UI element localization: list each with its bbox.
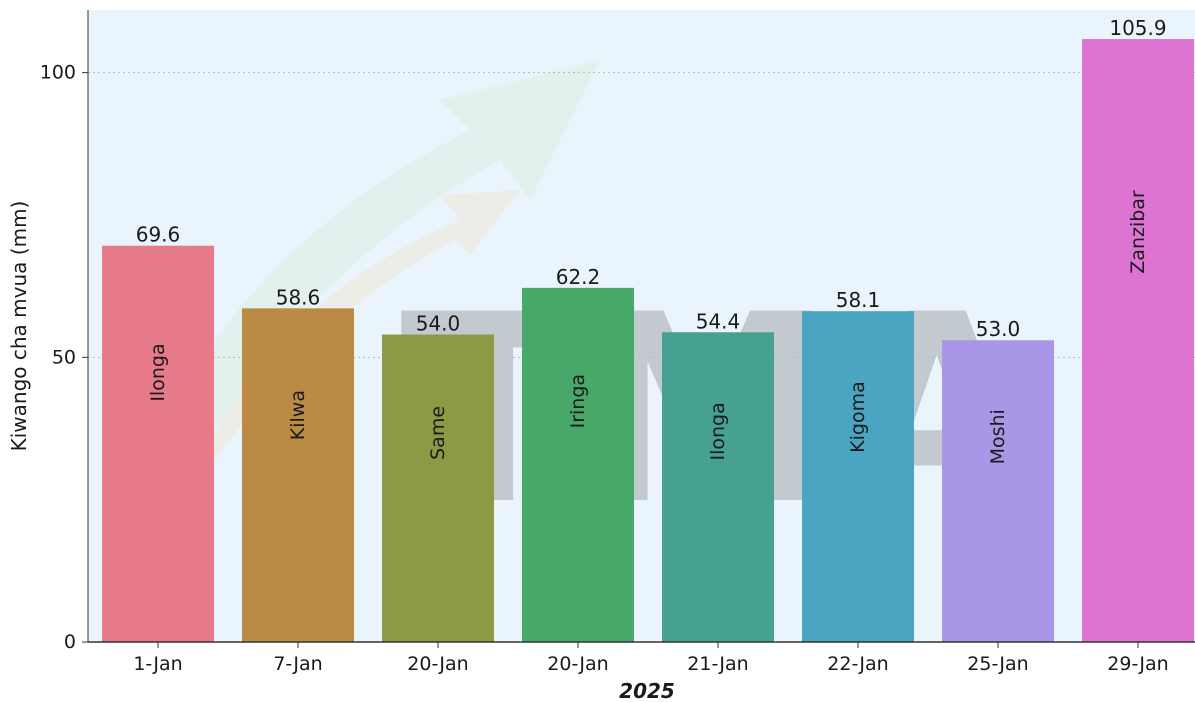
bar-station-label: Kilwa bbox=[287, 390, 309, 440]
bar bbox=[522, 287, 634, 642]
data-label: 105.9 bbox=[1109, 16, 1166, 40]
y-tick-label: 0 bbox=[64, 631, 76, 653]
data-label: 69.6 bbox=[136, 223, 181, 247]
bar-station-label: Zanzibar bbox=[1127, 190, 1149, 274]
y-tick-label: 50 bbox=[52, 346, 76, 368]
axes: 0 50 100 1-Jan 7-Jan 20-Jan 20-Jan 21-Jan 22-Jan… bbox=[40, 10, 1195, 675]
bar-station-label: Ilonga bbox=[147, 343, 169, 401]
data-label: 53.0 bbox=[976, 317, 1021, 341]
data-label: 54.4 bbox=[696, 309, 741, 333]
bar bbox=[942, 340, 1054, 642]
y-axis-label: Kiwango cha mvua (mm) bbox=[7, 201, 31, 452]
bar bbox=[382, 334, 494, 642]
x-tick-label: 21-Jan bbox=[687, 653, 748, 675]
data-label: 54.0 bbox=[416, 312, 461, 336]
bar-station-label: Iringa bbox=[567, 374, 589, 428]
x-tick-label: 25-Jan bbox=[967, 653, 1028, 675]
bar bbox=[242, 308, 354, 642]
bar-station-label: Moshi bbox=[987, 409, 1009, 464]
bar bbox=[102, 245, 214, 642]
x-tick-label: 29-Jan bbox=[1107, 653, 1168, 675]
x-tick-label: 20-Jan bbox=[407, 653, 468, 675]
bar bbox=[1082, 39, 1194, 642]
bar bbox=[802, 311, 914, 642]
data-label: 62.2 bbox=[556, 265, 601, 289]
bar-station-label: Ilonga bbox=[707, 402, 729, 460]
bar-station-label: Same bbox=[427, 406, 449, 460]
bars: 69.6 Ilonga 58.6 Kilwa 54.0 Same 62.2 Iringa 54.… bbox=[102, 16, 1194, 642]
x-tick-label: 1-Jan bbox=[133, 653, 182, 675]
data-label: 58.1 bbox=[836, 288, 881, 312]
data-label: 58.6 bbox=[276, 285, 321, 309]
y-tick-label: 100 bbox=[40, 62, 76, 84]
x-axis-label: 2025 bbox=[619, 679, 675, 702]
x-tick-label: 20-Jan bbox=[547, 653, 608, 675]
x-tick-label: 22-Jan bbox=[827, 653, 888, 675]
bar bbox=[662, 332, 774, 642]
bar-station-label: Kigoma bbox=[847, 381, 869, 453]
x-tick-label: 7-Jan bbox=[273, 653, 322, 675]
